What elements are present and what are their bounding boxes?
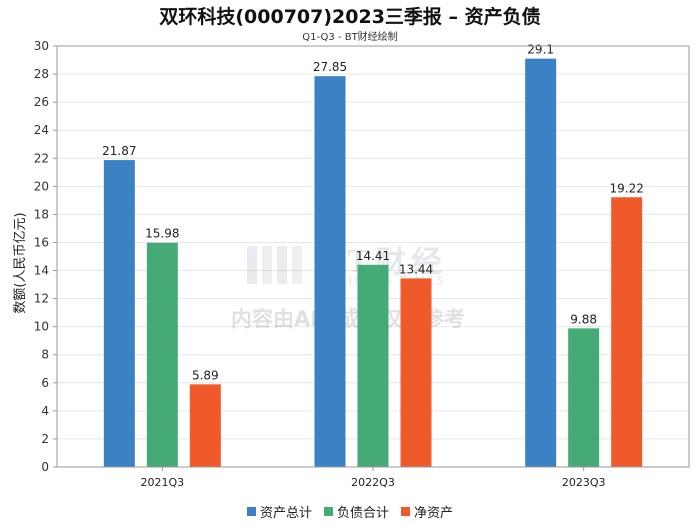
y-tick-label: 30 [34, 39, 49, 53]
y-axis-label: 数额(人民币亿元) [13, 212, 28, 313]
y-tick-label: 20 [34, 179, 49, 193]
y-tick-label: 8 [41, 348, 49, 362]
x-tick-label: 2023Q3 [562, 476, 606, 489]
data-labels: 21.87 15.98 5.89 27.85 14.41 13.44 29.1 9.88 19.… [102, 43, 644, 383]
bar-净资产-2023Q3 [611, 197, 643, 467]
y-tick-label: 22 [34, 151, 49, 165]
y-tick-label: 24 [34, 123, 49, 137]
legend-label: 净资产 [414, 506, 454, 521]
x-tick-label: 2022Q3 [351, 476, 395, 489]
data-label: 21.87 [102, 144, 136, 158]
data-label: 29.1 [527, 43, 554, 57]
y-tick-label: 2 [41, 432, 49, 446]
bar-负债合计-2023Q3 [568, 328, 600, 467]
y-tick-label: 4 [41, 404, 49, 418]
legend-item-负债合计: 负债合计 [323, 502, 389, 521]
bars [103, 58, 643, 468]
legend-swatch [401, 507, 410, 516]
data-label: 5.89 [192, 368, 219, 382]
legend-item-资产总计: 资产总计 [246, 502, 312, 521]
y-tick-label: 14 [34, 264, 49, 278]
bar-净资产-2022Q3 [400, 278, 432, 467]
y-tick-label: 10 [34, 320, 49, 334]
bar-资产总计-2023Q3 [525, 58, 557, 467]
data-label: 14.41 [356, 249, 390, 263]
legend-label: 资产总计 [259, 506, 312, 521]
bar-负债合计-2022Q3 [357, 264, 389, 467]
bar-资产总计-2021Q3 [103, 160, 135, 467]
y-tick-label: 12 [34, 292, 49, 306]
data-label: 27.85 [313, 60, 347, 74]
y-tick-label: 18 [34, 207, 49, 221]
legend: 资产总计 负债合计 净资产 [0, 502, 700, 521]
legend-swatch [323, 507, 333, 516]
y-tick-label: 6 [41, 376, 49, 390]
legend-label: 负债合计 [336, 506, 389, 521]
y-tick-label: 0 [41, 460, 49, 474]
x-tick-label: 2021Q3 [141, 476, 185, 489]
y-tick-label: 16 [34, 235, 49, 249]
bar-净资产-2021Q3 [189, 384, 221, 467]
y-tick-label: 26 [34, 95, 49, 109]
data-label: 13.44 [399, 262, 433, 276]
data-label: 9.88 [570, 312, 597, 326]
bar-资产总计-2022Q3 [314, 76, 346, 468]
bt-logo-icon [247, 246, 302, 284]
y-tick-label: 28 [34, 67, 49, 81]
data-label: 15.98 [145, 227, 179, 241]
x-axis-ticks: 2021Q3 2022Q3 2023Q3 [141, 467, 606, 489]
data-label: 19.22 [609, 181, 643, 195]
legend-swatch [246, 507, 256, 516]
legend-item-净资产: 净资产 [401, 502, 453, 521]
chart-subtitle: Q1-Q3 - BT财经绘制 [302, 32, 398, 43]
bar-负债合计-2021Q3 [146, 242, 178, 467]
chart-title: 双环科技(000707)2023三季报 – 资产负债 [159, 6, 541, 28]
